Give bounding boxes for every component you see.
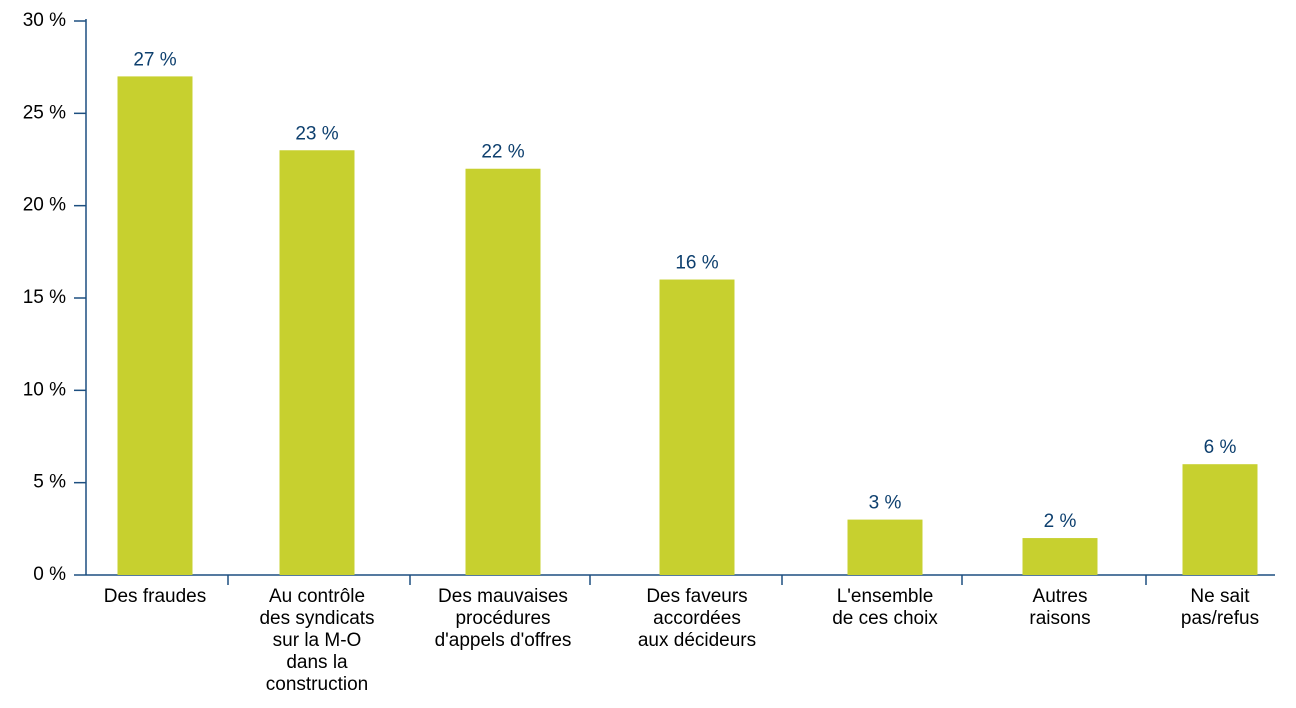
x-tick-label: Au contrôle des syndicats sur la M-O dan…: [259, 586, 375, 695]
y-tick-label: 30 %: [23, 10, 66, 31]
x-tick-label: Des fraudes: [103, 586, 207, 607]
x-tick-label: L'ensemble de ces choix: [832, 586, 938, 629]
bar: [1182, 464, 1258, 575]
bar: [465, 168, 541, 575]
y-tick-label: 5 %: [33, 472, 66, 493]
bar: [1022, 538, 1098, 575]
bar: [847, 519, 923, 575]
bar: [659, 279, 735, 575]
y-tick-label: 0 %: [33, 564, 66, 585]
y-tick-label: 10 %: [23, 379, 66, 400]
value-label: 22 %: [481, 142, 524, 163]
x-tick-label: Des mauvaises procédures d'appels d'offr…: [434, 586, 572, 651]
y-tick-label: 20 %: [23, 195, 66, 216]
bar: [117, 76, 193, 576]
bar: [279, 150, 355, 575]
x-tick-label: Autres raisons: [1029, 586, 1091, 629]
x-tick-label: Ne sait pas/refus: [1180, 586, 1260, 629]
y-tick-label: 25 %: [23, 102, 66, 123]
value-label: 6 %: [1204, 437, 1237, 458]
value-label: 16 %: [675, 253, 718, 274]
value-label: 2 %: [1044, 511, 1077, 532]
value-label: 27 %: [133, 49, 176, 70]
value-label: 23 %: [295, 123, 338, 144]
value-label: 3 %: [869, 493, 902, 514]
y-tick-label: 15 %: [23, 287, 66, 308]
x-tick-label: Des faveurs accordées aux décideurs: [637, 586, 757, 651]
